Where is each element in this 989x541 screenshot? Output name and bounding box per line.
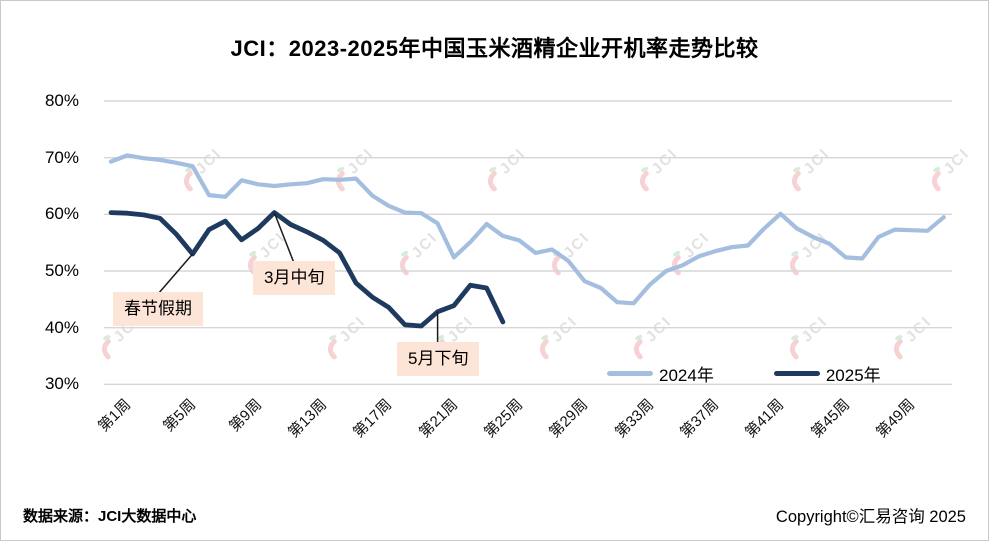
chart-title: JCI：2023-2025年中国玉米酒精企业开机率走势比较 <box>230 36 759 61</box>
jci-logo-icon <box>789 334 799 360</box>
legend-swatch-2024 <box>607 371 653 376</box>
legend-label-2025: 2025年 <box>825 366 881 385</box>
y-tick-label: 60% <box>44 204 79 224</box>
jci-watermark: JCI <box>319 311 370 362</box>
jci-logo-icon <box>931 166 941 192</box>
jci-watermark: JCI <box>885 311 936 362</box>
legend: 2024年 2025年 <box>607 361 881 386</box>
y-tick-label: 50% <box>44 261 79 280</box>
jci-watermark: JCI <box>479 143 530 194</box>
legend-label-2024: 2024年 <box>659 366 714 385</box>
jci-logo-icon <box>893 334 903 360</box>
annotation-late-may: 5月下旬 <box>397 342 480 376</box>
jci-logo-icon <box>791 166 801 192</box>
jci-watermark: JCI <box>93 311 144 362</box>
jci-watermark: JCI <box>923 143 974 194</box>
jci-logo-icon <box>183 166 193 192</box>
leader-line <box>157 253 194 295</box>
jci-watermark: JCI <box>783 143 834 194</box>
annotation-mid-march: 3月中旬 <box>253 261 336 295</box>
jci-logo-icon <box>539 334 549 360</box>
y-tick-label: 80% <box>44 91 79 110</box>
jci-logo-icon <box>487 166 497 192</box>
gridlines <box>104 100 952 385</box>
leader-line <box>273 212 295 264</box>
y-tick-label: 70% <box>44 147 79 167</box>
annotation-spring-festival: 春节假期 <box>113 292 203 326</box>
annotation-leader-lines <box>157 212 439 343</box>
legend-swatch-2025 <box>773 371 820 376</box>
copyright-note: Copyright©汇易咨询 2025 <box>775 508 966 526</box>
y-tick-label: 40% <box>44 317 79 337</box>
jci-logo-icon <box>327 334 337 360</box>
jci-watermark: JCI <box>531 311 582 362</box>
jci-logo-icon <box>633 334 643 360</box>
y-tick-label: 30% <box>44 374 79 394</box>
legend-item-2024: 2024年 <box>607 361 714 386</box>
data-source-note: 数据来源：JCI大数据中心 <box>23 508 197 525</box>
jci-logo-icon <box>639 166 649 192</box>
jci-watermark: JCI <box>625 311 676 362</box>
jci-watermark: JCI <box>781 311 832 362</box>
jci-watermark: JCI <box>175 143 226 194</box>
legend-item-2025: 2025年 <box>773 361 881 386</box>
jci-logo-icon <box>101 334 111 360</box>
series-lines <box>108 153 946 329</box>
line-2024年 <box>108 153 946 306</box>
jci-watermark: JCI <box>631 143 682 194</box>
